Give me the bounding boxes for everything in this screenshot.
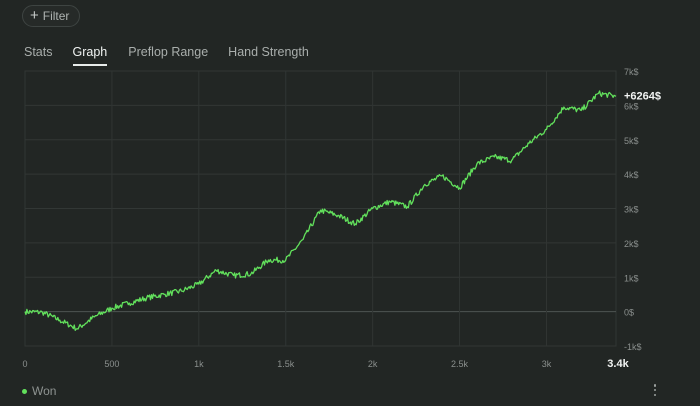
tab-preflop-range[interactable]: Preflop Range bbox=[128, 45, 209, 59]
x-tick-label: 0 bbox=[22, 359, 27, 369]
filter-button[interactable]: + Filter bbox=[22, 5, 81, 27]
x-tick-label: 3k bbox=[542, 359, 552, 369]
legend-label: Won bbox=[32, 384, 57, 398]
tab-stats[interactable]: Stats bbox=[24, 45, 53, 59]
y-tick-label: 1k$ bbox=[624, 273, 639, 283]
y-tick-label: -1k$ bbox=[624, 342, 642, 352]
tab-bar: Stats Graph Preflop Range Hand Strength bbox=[24, 45, 309, 66]
x-tick-label: 2k bbox=[368, 359, 378, 369]
x-tick-label: 1.5k bbox=[277, 359, 295, 369]
x-tick-label: 1k bbox=[194, 359, 204, 369]
x-tick-label: 3.4k bbox=[607, 358, 629, 370]
y-tick-label: 7k$ bbox=[624, 67, 639, 77]
more-vertical-icon[interactable] bbox=[650, 382, 660, 398]
plus-icon: + bbox=[30, 7, 39, 24]
y-tick-label: 5k$ bbox=[624, 136, 639, 146]
filter-label: Filter bbox=[42, 9, 70, 23]
y-tick-label: 0$ bbox=[624, 308, 634, 318]
y-tick-label: 3k$ bbox=[624, 205, 639, 215]
x-tick-label: 2.5k bbox=[451, 359, 469, 369]
legend-dot-icon bbox=[22, 388, 27, 394]
last-value-label: +6264$ bbox=[624, 90, 661, 102]
y-tick-label: 4k$ bbox=[624, 170, 639, 180]
tab-hand-strength[interactable]: Hand Strength bbox=[228, 45, 309, 59]
tab-graph[interactable]: Graph bbox=[72, 45, 108, 66]
y-tick-label: 6k$ bbox=[624, 101, 639, 111]
x-tick-label: 500 bbox=[104, 359, 119, 369]
y-tick-label: 2k$ bbox=[624, 239, 639, 249]
series-line-won bbox=[24, 90, 617, 331]
chart-legend: Won bbox=[22, 384, 56, 398]
